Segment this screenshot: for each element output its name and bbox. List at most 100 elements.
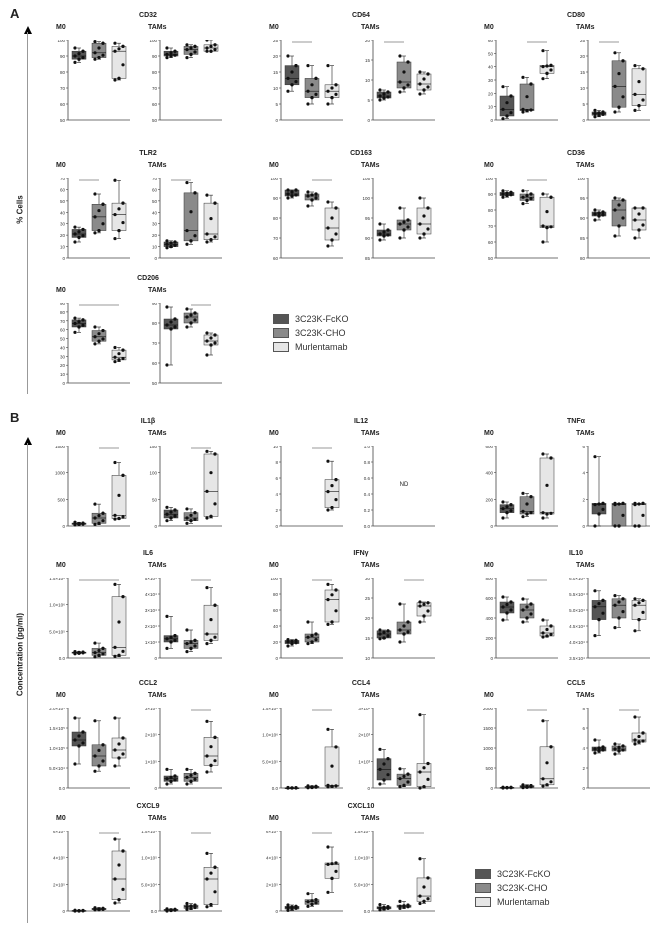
svg-text:20: 20 (365, 616, 371, 621)
svg-text:80: 80 (152, 321, 158, 326)
svg-text:100: 100 (270, 578, 278, 581)
marker-title: CD64 (352, 12, 370, 19)
svg-text:10: 10 (152, 245, 158, 250)
marker-title: CD163 (350, 150, 372, 157)
subplot-title: TAMs (148, 815, 167, 822)
svg-text:5: 5 (367, 98, 370, 103)
svg-text:1500: 1500 (483, 726, 494, 731)
svg-text:2×10⁵: 2×10⁵ (145, 733, 157, 738)
svg-text:0: 0 (62, 381, 65, 386)
svg-text:20: 20 (273, 640, 279, 645)
svg-text:70: 70 (152, 178, 158, 181)
legend-b: 3C23K-FcKO 3C23K-CHO Murlentamab (475, 868, 551, 910)
svg-text:0.2: 0.2 (364, 508, 371, 513)
marker-title: CD36 (567, 150, 585, 157)
svg-text:****: **** (318, 831, 326, 834)
svg-text:***: *** (198, 303, 204, 306)
panel-letter-b: B (10, 410, 20, 425)
svg-text:50: 50 (152, 118, 158, 123)
subplot-title: TAMs (148, 162, 167, 169)
svg-text:****: **** (318, 446, 326, 449)
svg-text:****: **** (105, 303, 113, 306)
svg-text:**: ** (199, 446, 203, 449)
box-plot: 50 60 70 80 90 *** (152, 303, 222, 386)
svg-text:***: *** (411, 578, 417, 581)
subplot-title: M0 (56, 692, 66, 699)
svg-text:0.0: 0.0 (272, 786, 279, 791)
panel-a-axis-line (27, 32, 28, 394)
subplot-title: M0 (269, 24, 279, 31)
subplot-title: TAMs (576, 692, 595, 699)
svg-text:0: 0 (367, 118, 370, 123)
svg-text:0: 0 (275, 656, 278, 661)
box-plot: 85 90 95 100 105 (362, 178, 435, 261)
svg-text:6: 6 (582, 726, 585, 731)
svg-text:***: *** (86, 303, 92, 306)
svg-text:80: 80 (488, 208, 494, 213)
svg-text:60: 60 (273, 608, 279, 613)
svg-text:20: 20 (60, 363, 66, 368)
svg-text:5: 5 (582, 102, 585, 107)
subplot-title: M0 (56, 430, 66, 437)
subplot-title: TAMs (576, 24, 595, 31)
svg-text:5: 5 (275, 102, 278, 107)
svg-text:0: 0 (275, 524, 278, 529)
subplot-title: M0 (56, 162, 66, 169)
svg-text:15: 15 (273, 70, 279, 75)
svg-text:**: ** (627, 708, 631, 711)
subplot-title: M0 (269, 815, 279, 822)
svg-text:1.5×10⁵: 1.5×10⁵ (49, 726, 65, 731)
svg-text:15: 15 (365, 58, 371, 63)
svg-text:1×10⁵: 1×10⁵ (145, 759, 157, 764)
svg-text:90: 90 (152, 54, 158, 59)
svg-text:90: 90 (60, 303, 66, 306)
svg-text:90: 90 (488, 192, 494, 197)
svg-text:4.0×10⁴: 4.0×10⁴ (569, 640, 585, 645)
svg-text:90: 90 (365, 236, 371, 241)
svg-text:30: 30 (60, 222, 66, 227)
box-plot: 3.5×10⁴ 4.0×10⁴ 4.5×10⁴ 5.0×10⁴ 5.5×10⁴ 6.0×1… (569, 578, 650, 661)
svg-text:100: 100 (149, 40, 157, 43)
subplot-title: M0 (269, 162, 279, 169)
legend-swatch (273, 342, 289, 352)
svg-text:85: 85 (365, 256, 371, 261)
svg-text:0: 0 (582, 118, 585, 123)
svg-text:2×10⁵: 2×10⁵ (266, 882, 278, 887)
svg-text:4: 4 (582, 471, 585, 476)
svg-text:10: 10 (365, 78, 371, 83)
svg-text:40: 40 (60, 210, 66, 215)
svg-text:2×10³: 2×10³ (358, 733, 370, 738)
svg-text:60: 60 (152, 187, 158, 192)
legend-swatch (273, 314, 289, 324)
svg-text:500: 500 (485, 766, 493, 771)
legend-swatch (273, 328, 289, 338)
svg-text:70: 70 (60, 86, 66, 91)
svg-text:4×10⁴: 4×10⁴ (145, 592, 157, 597)
svg-text:0.0: 0.0 (59, 656, 66, 661)
svg-text:*: * (180, 178, 182, 181)
svg-text:400: 400 (485, 471, 493, 476)
svg-text:1×10⁴: 1×10⁴ (145, 640, 157, 645)
marker-title: TLR2 (139, 150, 157, 157)
svg-text:0: 0 (62, 256, 65, 261)
marker-title: CCL2 (138, 680, 158, 687)
box-plot: 50 60 70 80 90 100 (149, 40, 222, 123)
svg-text:60: 60 (60, 328, 66, 333)
svg-text:50: 50 (152, 199, 158, 204)
legend-item: 3C23K-CHO (273, 327, 349, 339)
svg-text:0: 0 (154, 786, 157, 791)
svg-text:0.8: 0.8 (364, 460, 371, 465)
marker-title: IL6 (142, 550, 154, 557)
svg-text:ND: ND (400, 482, 409, 488)
svg-text:20: 20 (488, 91, 494, 96)
svg-text:10: 10 (365, 656, 371, 661)
svg-text:1.0: 1.0 (364, 446, 371, 449)
